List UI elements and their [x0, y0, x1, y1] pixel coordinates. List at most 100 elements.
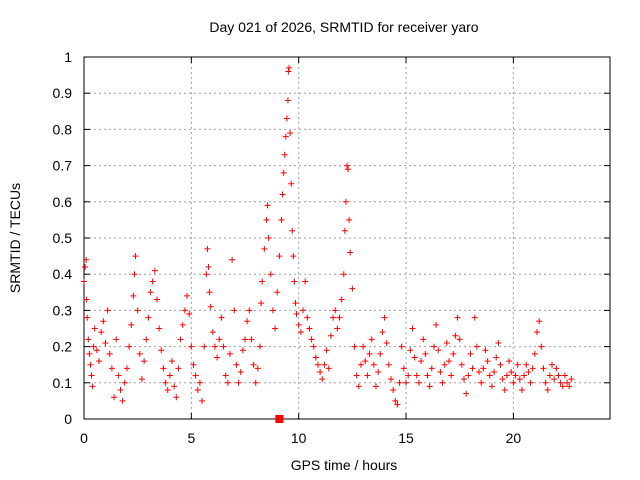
data-point [521, 372, 528, 379]
data-point [288, 180, 295, 187]
data-point [292, 300, 299, 307]
data-point [306, 325, 313, 332]
data-point [96, 358, 103, 365]
data-point [564, 379, 571, 386]
data-point [121, 379, 128, 386]
data-point [390, 387, 397, 394]
data-point [186, 311, 193, 318]
data-point [153, 296, 160, 303]
data-point [334, 325, 341, 332]
gap-marker [275, 415, 284, 423]
y-tick-label: 0.2 [53, 339, 73, 355]
data-point [162, 379, 169, 386]
data-point [400, 365, 407, 372]
data-point [495, 339, 502, 346]
data-point [525, 368, 532, 375]
data-point [503, 372, 510, 379]
data-point [145, 314, 152, 321]
data-point [317, 368, 324, 375]
data-point [128, 321, 135, 328]
data-point [242, 336, 249, 343]
data-point [312, 354, 319, 361]
data-point [113, 336, 120, 343]
data-point [321, 361, 328, 368]
data-point [220, 343, 227, 350]
data-point [88, 372, 95, 379]
data-point [252, 379, 259, 386]
data-point [538, 343, 545, 350]
data-point [364, 372, 371, 379]
data-point [204, 245, 211, 252]
data-point [392, 397, 399, 404]
data-point [169, 358, 176, 365]
data-point [344, 162, 350, 169]
data-point [405, 372, 412, 379]
data-point [426, 383, 433, 390]
data-point [499, 376, 506, 383]
chart-title: Day 021 of 2026, SRMTID for receiver yar… [209, 19, 478, 35]
data-point [149, 278, 156, 285]
data-point [413, 372, 420, 379]
data-point [224, 379, 231, 386]
data-point [299, 307, 306, 314]
data-point [497, 361, 504, 368]
data-point [508, 368, 515, 375]
data-point [259, 278, 266, 285]
data-point [84, 314, 91, 321]
data-point [82, 263, 89, 270]
data-point [132, 253, 139, 260]
data-points [81, 64, 575, 408]
data-point [529, 365, 536, 372]
data-point [233, 361, 240, 368]
data-point [471, 314, 478, 321]
data-point [201, 343, 208, 350]
data-point [482, 347, 489, 354]
data-point [181, 307, 188, 314]
data-point [283, 115, 290, 122]
data-point [194, 387, 201, 394]
data-point [534, 329, 541, 336]
data-point [206, 289, 213, 296]
data-point [156, 325, 163, 332]
data-point [130, 292, 137, 299]
data-point [510, 379, 517, 386]
y-tick-label: 0.1 [53, 375, 73, 391]
data-point [493, 354, 500, 361]
data-point [269, 307, 276, 314]
data-point [310, 343, 317, 350]
data-point [370, 361, 377, 368]
data-point [536, 318, 543, 325]
data-point [239, 347, 246, 354]
data-point [276, 253, 283, 260]
data-point [111, 394, 118, 401]
data-point [87, 361, 94, 368]
data-point [542, 379, 549, 386]
data-point [323, 347, 330, 354]
data-point [488, 383, 495, 390]
data-point [325, 365, 332, 372]
data-point [478, 379, 485, 386]
data-point [360, 343, 367, 350]
data-point [330, 314, 337, 321]
data-point [141, 358, 148, 365]
data-point [388, 376, 395, 383]
data-point [278, 216, 285, 223]
data-point [418, 358, 425, 365]
data-point [319, 376, 326, 383]
data-point [136, 350, 143, 357]
data-point [437, 368, 444, 375]
data-point [381, 314, 388, 321]
x-tick-label: 20 [506, 430, 522, 446]
data-point [207, 303, 214, 310]
data-point [501, 387, 508, 394]
data-point [166, 372, 173, 379]
data-point [433, 321, 440, 328]
y-axis-label: SRMTID / TECUs [7, 183, 23, 293]
data-point [281, 151, 288, 158]
grid-lines [84, 57, 610, 419]
data-point [272, 325, 279, 332]
data-point [264, 202, 271, 209]
data-point [83, 256, 90, 263]
data-point [289, 227, 296, 234]
data-point [506, 358, 513, 365]
